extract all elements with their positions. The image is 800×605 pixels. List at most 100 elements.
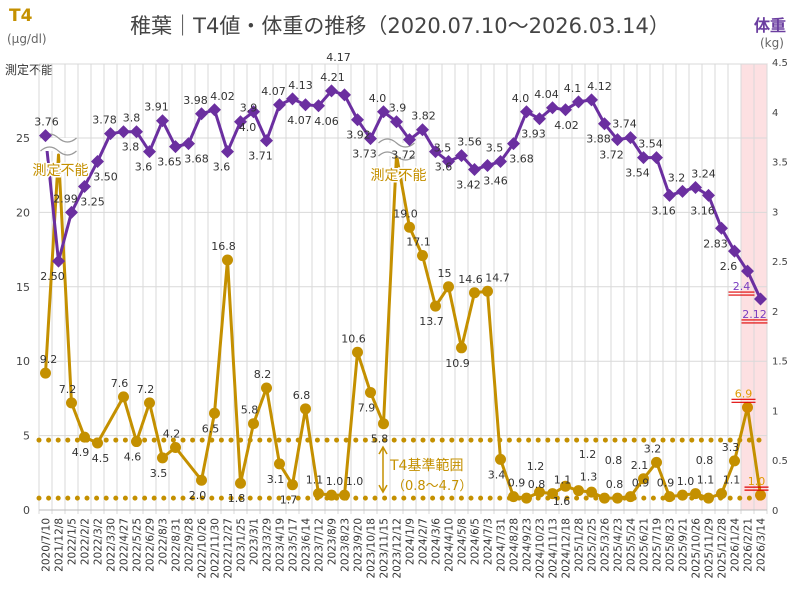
t4-data-point	[365, 386, 376, 398]
t4-data-point	[547, 488, 558, 500]
weight-data-point	[416, 123, 429, 137]
weight-data-label: 3.2	[668, 171, 686, 184]
weight-data-label: 4.0	[512, 92, 530, 105]
x-tick-label: 2023/10/18	[366, 518, 378, 579]
t4-data-label: 6.8	[293, 389, 311, 402]
weight-data-point	[286, 92, 299, 106]
t4-data-label: 8.2	[254, 368, 272, 381]
x-tick-label: 2022/9/28	[184, 518, 196, 572]
weight-data-label: 3.9	[389, 102, 407, 115]
t4-data-label: 5.8	[371, 433, 389, 446]
weight-data-point	[169, 140, 182, 154]
x-tick-label: 2023/3/29	[262, 518, 274, 572]
x-tick-label: 2022/2/2	[80, 518, 92, 565]
weight-data-point	[312, 99, 325, 113]
t4-data-point	[677, 489, 688, 501]
t4-data-point	[287, 479, 298, 491]
t4-data-label: 1.1	[554, 474, 572, 487]
weight-data-point	[260, 134, 273, 148]
x-tick-label: 2025/2/25	[587, 518, 599, 572]
x-tick-label: 2023/6/14	[301, 518, 313, 572]
weight-data-label: 3.42	[456, 179, 481, 192]
right-tick-label: 3.5	[772, 158, 788, 169]
t4-data-point	[118, 391, 129, 403]
weight-data-label: 2.4	[733, 280, 751, 293]
t4-data-label: 0.9	[657, 477, 675, 490]
weight-data-point	[585, 93, 598, 107]
x-tick-label: 2023/11/15	[379, 518, 391, 579]
weight-data-point	[338, 88, 351, 102]
x-tick-label: 2025/12/28	[717, 518, 729, 579]
weight-data-label: 4.21	[320, 71, 345, 84]
weight-data-point	[559, 103, 572, 117]
weight-data-label: 4.17	[326, 51, 351, 64]
t4-data-label: 7.2	[137, 383, 155, 396]
weight-data-point	[390, 115, 403, 129]
x-tick-label: 2021/12/8	[54, 518, 66, 572]
x-tick-label: 2022/3/2	[93, 518, 105, 565]
x-tick-label: 2024/4/10	[444, 518, 456, 572]
x-tick-label: 2022/12/27	[223, 518, 235, 579]
weight-data-label: 2.6	[720, 260, 738, 273]
t4-data-label: 17.1	[406, 236, 431, 249]
weight-data-point	[130, 125, 143, 139]
weight-data-point	[104, 127, 117, 141]
x-tick-label: 2025/6/21	[639, 518, 651, 572]
t4-data-label: 1.1	[723, 474, 741, 487]
t4-data-label: 10.6	[341, 332, 366, 345]
weight-data-label: 3.68	[184, 153, 209, 166]
weight-data-point	[182, 137, 195, 151]
weight-data-label: 3.54	[625, 167, 650, 180]
t4-data-label: 0.8	[696, 454, 714, 467]
x-tick-label: 2024/7/3	[483, 518, 495, 565]
weight-data-label: 4.13	[288, 79, 313, 92]
x-tick-label: 2022/3/30	[106, 518, 118, 572]
right-tick-label: 2.5	[772, 257, 788, 268]
x-tick-label: 2025/1/28	[574, 518, 586, 572]
weight-data-point	[637, 151, 650, 165]
weight-data-point	[455, 149, 468, 163]
weight-data-point	[546, 101, 559, 115]
t4-data-label: 0.8	[606, 478, 624, 491]
weight-data-label: 4.0	[369, 92, 387, 105]
weight-data-label: 3.16	[651, 204, 676, 217]
t4-data-point	[599, 492, 610, 504]
weight-data-label: 3.56	[457, 136, 482, 149]
weight-data-label: 3.46	[483, 175, 508, 188]
t4-data-label: 7.9	[358, 401, 376, 414]
x-tick-label: 2024/12/18	[561, 518, 573, 579]
weight-data-label: 3.91	[144, 101, 169, 114]
t4-data-point	[495, 453, 506, 465]
weight-data-label: 3.93	[521, 128, 546, 141]
left-tick-label: 0	[23, 504, 30, 517]
t4-data-label: 6.5	[202, 422, 220, 435]
t4-data-label: 10.9	[445, 357, 470, 370]
weight-data-point	[663, 188, 676, 202]
t4-data-point	[144, 397, 155, 409]
weight-data-label: 3.88	[586, 133, 611, 146]
weight-data-label: 4.07	[261, 85, 286, 98]
weight-data-label: 3.25	[80, 195, 105, 208]
weight-data-label: 3.74	[612, 118, 637, 131]
t4-data-point	[261, 382, 272, 394]
t4-data-label: 2.1	[631, 459, 649, 472]
weight-data-point	[52, 254, 65, 268]
x-tick-label: 2024/5/8	[457, 518, 469, 565]
weight-data-point	[91, 155, 104, 169]
t4-data-label: 9.2	[40, 353, 58, 366]
weight-data-point	[377, 105, 390, 119]
t4-data-point	[664, 491, 675, 503]
weight-data-label: 3.65	[157, 156, 182, 169]
chart-title: 稚葉｜T4値・体重の推移（2020.07.10〜2026.03.14）	[130, 14, 670, 38]
weight-data-point	[624, 131, 637, 145]
weight-data-label: 4.02	[554, 119, 579, 132]
weight-data-label: 2.83	[703, 237, 728, 250]
t4-data-label: 3.5	[150, 467, 168, 480]
t4-data-label: 0.9	[632, 477, 650, 490]
x-tick-label: 2022/11/30	[210, 518, 222, 579]
x-tick-label: 2022/6/29	[145, 518, 157, 572]
weight-data-point	[481, 159, 494, 173]
reference-range-label: T4基準範囲	[389, 457, 463, 474]
t4-data-point	[625, 491, 636, 503]
